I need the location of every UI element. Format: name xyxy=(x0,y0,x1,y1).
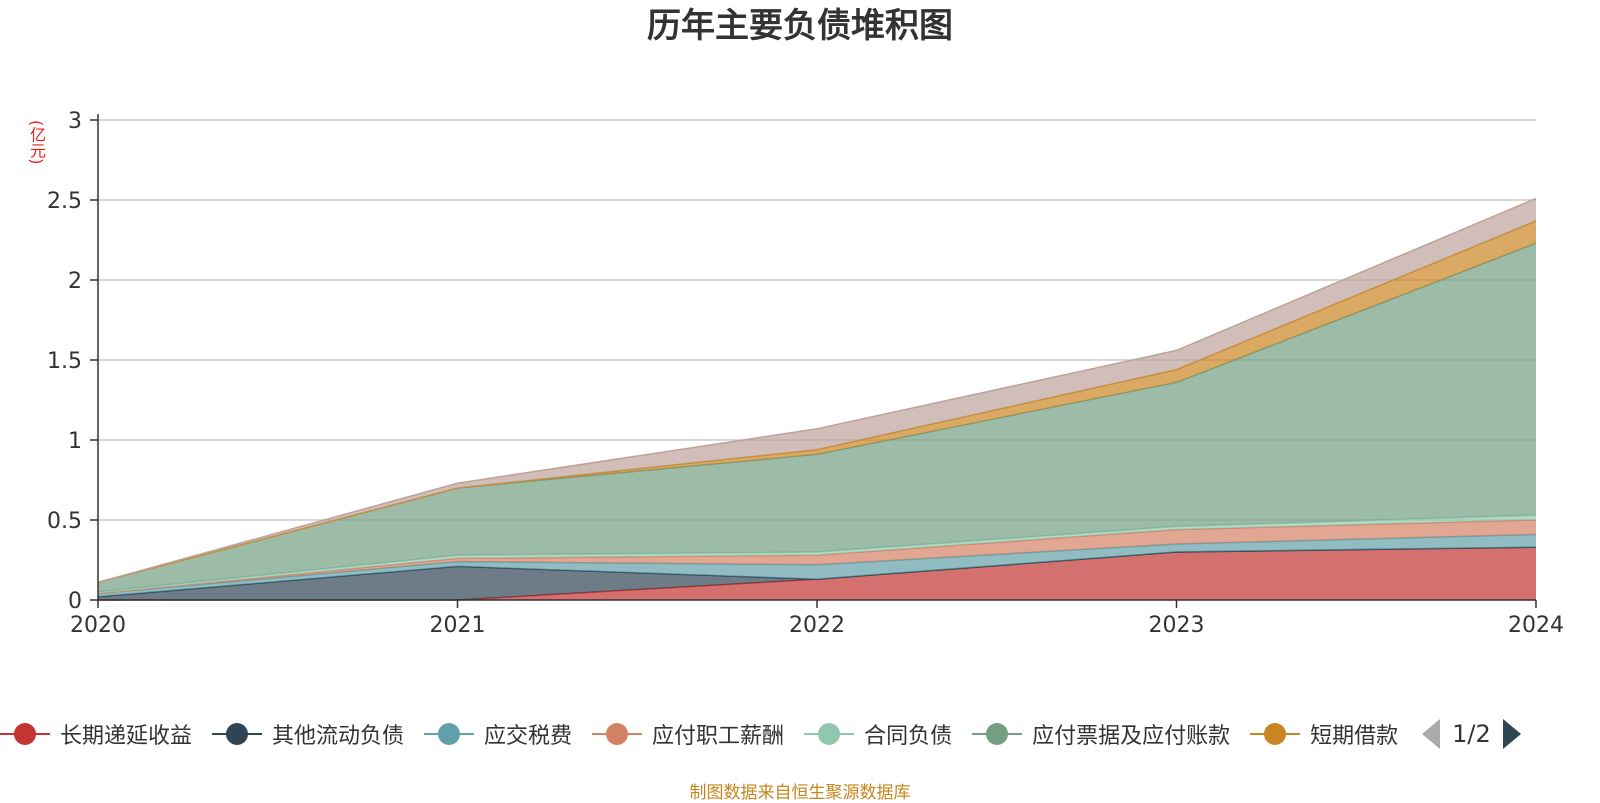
y-tick-label: 0.5 xyxy=(47,509,82,534)
legend-page-label: 1/2 xyxy=(1452,720,1491,748)
source-note: 制图数据来自恒生聚源数据库 xyxy=(689,783,911,803)
legend: 长期递延收益 其他流动负债 应交税费 应付职工薪酬 合同负债 应付票据及应付账款 短期借款 … xyxy=(0,714,1600,754)
area-edge-7 xyxy=(97,197,1537,584)
legend-marker-icon xyxy=(972,720,1023,748)
axis-layer: 0 0.5 1 1.5 2 2.5 3 2020 2021 2022 2023 2024 xyxy=(47,109,1564,638)
x-tick-label: 2024 xyxy=(1508,613,1564,638)
legend-marker-icon xyxy=(0,720,50,748)
area-series-3 xyxy=(98,520,1536,594)
area-series-0 xyxy=(98,547,1536,600)
legend-label: 其他流动负债 xyxy=(272,724,405,749)
triangle-left-icon[interactable] xyxy=(1422,719,1441,749)
legend-label: 应交税费 xyxy=(484,724,573,749)
y-axis-unit-label: (亿元) xyxy=(27,120,46,165)
y-tick-label: 2.5 xyxy=(47,189,82,214)
y-tick-label: 3 xyxy=(68,109,82,134)
y-tick-label: 1 xyxy=(68,429,82,454)
legend-marker-icon xyxy=(424,720,475,748)
legend-label: 长期递延收益 xyxy=(60,724,193,749)
area-series-1 xyxy=(98,547,1536,600)
chart-plot: 0 0.5 1 1.5 2 2.5 3 2020 2021 2022 2023 2024 xyxy=(47,109,1564,638)
area-layer xyxy=(97,197,1537,601)
chart-title: 历年主要负债堆积图 xyxy=(647,6,953,46)
area-series-4 xyxy=(98,515,1536,594)
y-tick-label: 2 xyxy=(68,269,82,294)
area-series-2 xyxy=(98,534,1536,597)
legend-label: 应付职工薪酬 xyxy=(652,724,785,749)
x-tick-label: 2020 xyxy=(70,613,126,638)
triangle-right-icon[interactable] xyxy=(1502,719,1521,749)
legend-marker-icon xyxy=(1250,720,1301,748)
legend-item[interactable]: 应付票据及应付账款 xyxy=(972,718,1230,750)
y-tick-label: 1.5 xyxy=(47,349,82,374)
legend-item[interactable]: 合同负债 xyxy=(804,718,952,750)
x-tick-label: 2023 xyxy=(1149,613,1205,638)
legend-item[interactable]: 短期借款 xyxy=(1250,718,1398,750)
y-tick-label: 0 xyxy=(68,589,82,614)
x-tick-label: 2021 xyxy=(430,613,486,638)
area-series-7 xyxy=(98,198,1536,583)
legend-marker-icon xyxy=(592,720,643,748)
x-tick-label: 2022 xyxy=(789,613,845,638)
legend-item[interactable]: 长期递延收益 xyxy=(0,718,192,750)
legend-label: 短期借款 xyxy=(1310,724,1399,749)
legend-item[interactable]: 应交税费 xyxy=(424,718,572,750)
legend-marker-icon xyxy=(212,720,263,748)
legend-pager: 1/2 xyxy=(1422,719,1521,749)
legend-marker-icon xyxy=(804,720,855,748)
legend-item[interactable]: 其他流动负债 xyxy=(212,718,404,750)
legend-label: 合同负债 xyxy=(864,724,953,749)
legend-item[interactable]: 应付职工薪酬 xyxy=(592,718,784,750)
legend-label: 应付票据及应付账款 xyxy=(1032,724,1231,749)
area-series-5 xyxy=(98,243,1536,592)
